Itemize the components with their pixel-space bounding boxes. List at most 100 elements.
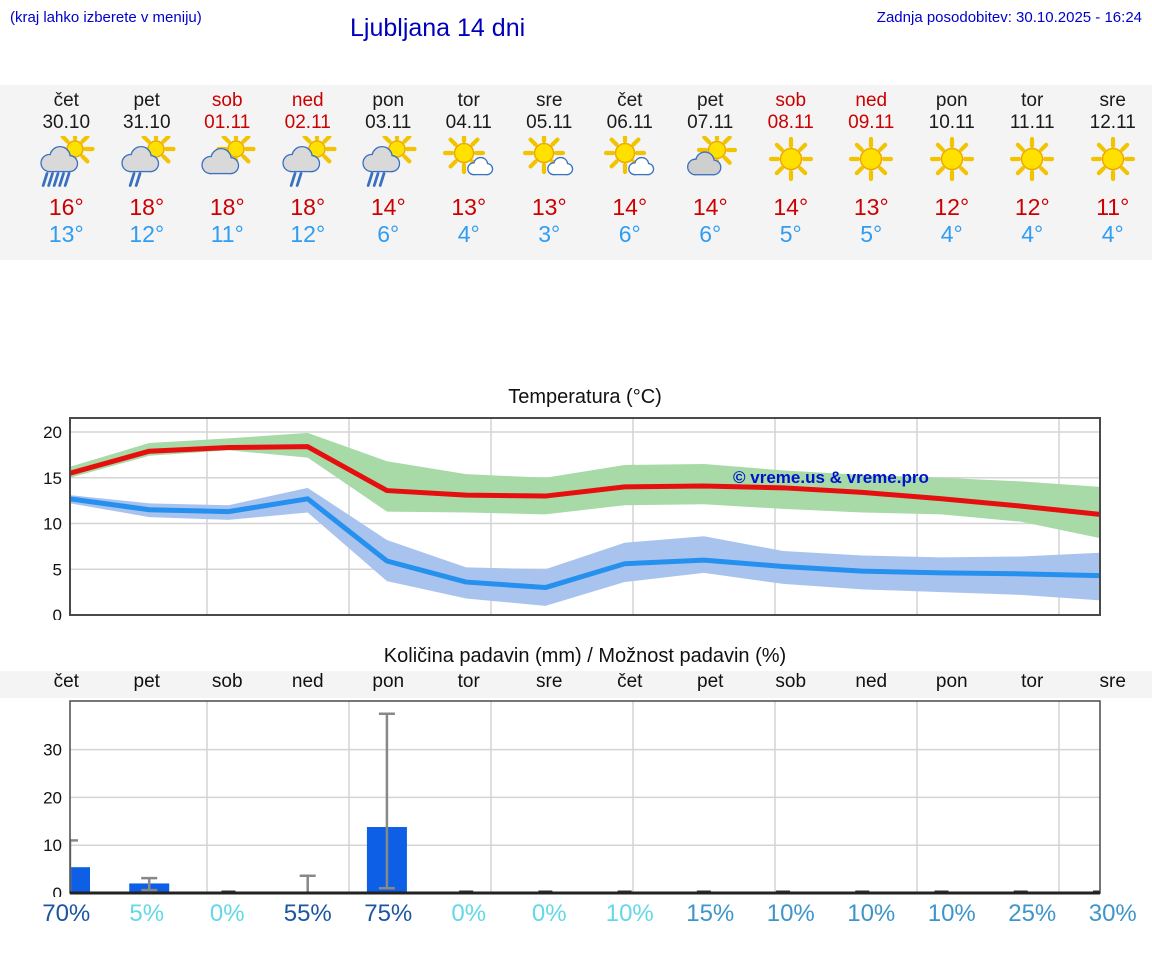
precipitation-chart: 0 10 20 30: [43, 700, 1101, 897]
day-name: sre: [536, 90, 563, 111]
temp-low: 4°: [1101, 221, 1124, 247]
sunny-icon: [1010, 136, 1055, 182]
weather-icon-wrap: [429, 136, 510, 192]
day-name: ned: [855, 90, 888, 111]
forecast-day-column: tor 11.11 12° 4°: [992, 90, 1073, 260]
sun-cloud-light-rain-icon: [282, 136, 337, 187]
last-update-text: Zadnja posodobitev: 30.10.2025 - 16:24: [876, 9, 1142, 26]
temp-low: 12°: [290, 221, 326, 247]
temperature-chart: 0 5 10 15 20: [43, 417, 1101, 620]
temp-low: 6°: [699, 221, 722, 247]
precip-day-label: tor: [1021, 671, 1044, 692]
day-date: 02.11: [284, 112, 331, 133]
weather-icon-wrap: [187, 136, 268, 192]
weather-icon-wrap: [751, 136, 832, 192]
precip-probability-label: 30%: [1088, 900, 1137, 927]
day-date: 30.10: [42, 112, 91, 133]
precip-day-label: pet: [133, 671, 160, 692]
weather-icon-wrap: [348, 136, 429, 192]
temp-y-tick: 0: [53, 606, 62, 620]
day-name: pet: [133, 90, 160, 111]
temp-high: 18°: [290, 194, 326, 220]
temp-low: 11°: [210, 221, 244, 247]
temp-y-tick: 10: [43, 515, 62, 534]
day-name: sre: [1099, 90, 1126, 111]
day-date: 11.11: [1009, 112, 1055, 133]
day-name: pon: [372, 90, 405, 111]
day-name: tor: [1021, 90, 1044, 111]
precip-day-label: sre: [536, 671, 563, 692]
weather-icon-wrap: [509, 136, 590, 192]
temp-low: 4°: [457, 221, 480, 247]
forecast-day-column: ned 02.11 18° 12°: [268, 90, 349, 260]
precip-probability-label: 15%: [686, 900, 735, 927]
sun-cloud-rain-icon: [362, 136, 417, 187]
precipitation-day-labels: čet pet sob ned pon tor sre čet pet sob ned pon tor s…: [0, 671, 1152, 698]
forecast-day-column: pon 03.11 14° 6°: [348, 90, 429, 260]
day-date: 10.11: [928, 112, 975, 133]
day-date: 01.11: [204, 112, 251, 133]
precip-probability-label: 5%: [129, 900, 165, 927]
sun-cloud-light-rain-icon: [121, 136, 176, 187]
watermark-link[interactable]: © vreme.us & vreme.pro: [733, 468, 929, 487]
temp-high: 13°: [853, 194, 889, 220]
temp-high: 12°: [934, 194, 970, 220]
precip-probability-label: 0%: [209, 900, 245, 927]
location-menu-note: (kraj lahko izberete v meniju): [10, 9, 202, 26]
forecast-day-column: čet 30.10 16° 13°: [26, 90, 107, 260]
day-date: 06.11: [606, 112, 653, 133]
temp-low: 13°: [48, 221, 84, 247]
day-name: sob: [211, 90, 243, 111]
temp-high: 16°: [48, 194, 84, 220]
precip-day-label: pon: [935, 671, 968, 692]
precip-day-label: ned: [291, 671, 324, 692]
precip-y-tick: 30: [43, 741, 62, 760]
weather-icon-wrap: [26, 136, 107, 192]
day-name: čet: [53, 90, 79, 111]
forecast-strip: čet 30.10 16° 13° pet 31.10 18° 12° sob 01.11 18° 1…: [0, 85, 1152, 260]
day-name: pet: [697, 90, 724, 111]
precip-day-label: sob: [775, 671, 807, 692]
forecast-day-column: sre 12.11 11° 4°: [1073, 90, 1152, 260]
weather-icon-wrap: [268, 136, 349, 192]
day-date: 09.11: [848, 112, 895, 133]
day-date: 03.11: [365, 112, 412, 133]
weather-icon-wrap: [590, 136, 671, 192]
forecast-day-column: sre 05.11 13° 3°: [509, 90, 590, 260]
day-name: sob: [775, 90, 807, 111]
forecast-day-column: tor 04.11 13° 4°: [429, 90, 510, 260]
temp-high: 14°: [370, 194, 406, 220]
day-date: 04.11: [445, 112, 492, 133]
precip-probability-label: 10%: [605, 900, 654, 927]
weather-icon-wrap: [1073, 136, 1152, 192]
precip-day-label: sob: [211, 671, 243, 692]
sunny-icon: [1090, 136, 1135, 182]
temp-high: 14°: [773, 194, 809, 220]
day-date: 05.11: [526, 112, 573, 133]
day-name: tor: [457, 90, 480, 111]
sunny-icon: [768, 136, 813, 182]
temp-high: 13°: [451, 194, 487, 220]
precip-y-tick: 10: [43, 836, 62, 855]
weather-icon-wrap: [992, 136, 1073, 192]
temp-high: 18°: [129, 194, 165, 220]
temp-low: 5°: [860, 221, 883, 247]
precip-y-tick: 0: [53, 884, 62, 897]
precip-probability-label: 10%: [766, 900, 815, 927]
temp-high: 14°: [692, 194, 728, 220]
precip-probability-label: 0%: [451, 900, 487, 927]
forecast-day-column: pon 10.11 12° 4°: [912, 90, 993, 260]
sunny-small-cloud-icon: [442, 136, 493, 176]
temp-y-tick: 15: [43, 469, 62, 488]
day-date: 07.11: [687, 112, 734, 133]
sun-cloud-heavy-rain-icon: [40, 136, 95, 187]
temp-high: 18°: [209, 194, 245, 220]
weather-icon-wrap: [831, 136, 912, 192]
temp-low: 12°: [129, 221, 165, 247]
precip-probability-label: 10%: [927, 900, 976, 927]
forecast-day-column: čet 06.11 14° 6°: [590, 90, 671, 260]
sunny-icon: [929, 136, 974, 182]
forecast-day-column: pet 07.11 14° 6°: [670, 90, 751, 260]
precip-day-label: tor: [457, 671, 480, 692]
precip-probability-label: 25%: [1008, 900, 1057, 927]
